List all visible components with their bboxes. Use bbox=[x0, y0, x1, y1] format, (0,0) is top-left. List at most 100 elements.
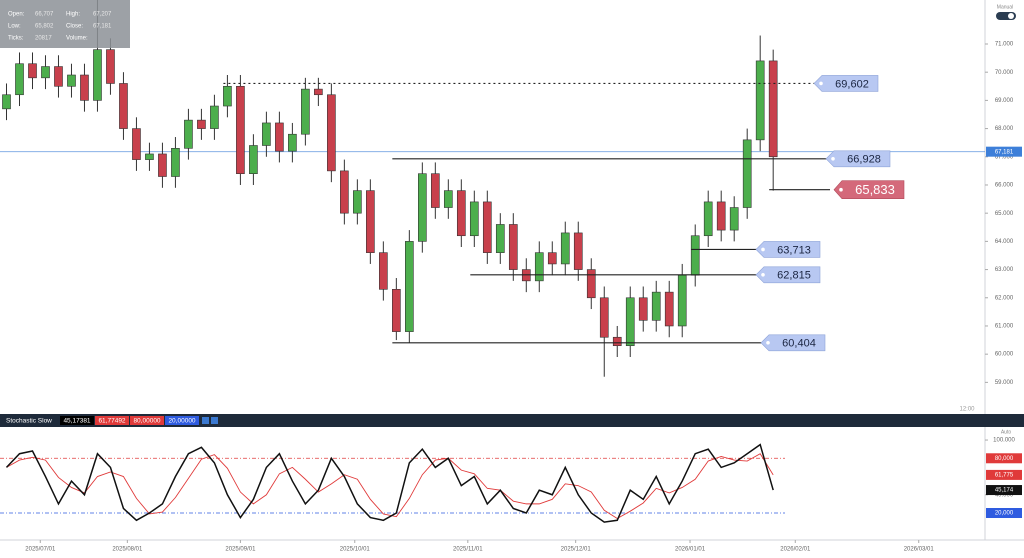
candle-body bbox=[612, 336, 622, 347]
level-tag-dot bbox=[819, 81, 823, 86]
level-label: 65,833 bbox=[855, 182, 895, 197]
x-tick-label: 2025/07/01 bbox=[25, 547, 56, 553]
overlays: 69,602 66,928 65,833 63,713 62,815 60,404 67,1… bbox=[0, 0, 1022, 413]
info-label: Low: bbox=[8, 24, 21, 30]
candle-body bbox=[456, 190, 466, 237]
y-tick-label: 65.000 bbox=[995, 211, 1014, 217]
candle-body bbox=[340, 170, 349, 214]
info-value: 67,181 bbox=[93, 24, 112, 30]
candle-body bbox=[482, 201, 492, 253]
indicator-title: Stochastic Slow bbox=[6, 418, 52, 425]
candle-body bbox=[547, 252, 557, 265]
x-tick-label: 2025/10/01 bbox=[340, 547, 371, 553]
candle-body bbox=[638, 297, 648, 321]
candle-body bbox=[573, 232, 583, 270]
x-tick-label: 2026/02/01 bbox=[780, 547, 811, 553]
indicator-line bbox=[5, 443, 774, 523]
level-label: 66,928 bbox=[847, 154, 881, 166]
indicator-tick-label: 40.000 bbox=[995, 492, 1014, 498]
candle-body bbox=[651, 291, 661, 321]
indicator-tick-label: 100.000 bbox=[993, 438, 1015, 444]
candle-body bbox=[716, 201, 726, 231]
x-tick-label: 2025/09/01 bbox=[225, 547, 256, 553]
candle-body bbox=[729, 207, 739, 231]
indicator-last-box bbox=[986, 485, 1022, 496]
candle-body bbox=[418, 173, 427, 242]
candle-body bbox=[223, 85, 232, 107]
candle-body bbox=[171, 148, 180, 177]
candle-body bbox=[703, 201, 713, 237]
candle-body bbox=[677, 274, 687, 327]
candle-body bbox=[119, 83, 128, 129]
mode-label: Manual bbox=[997, 4, 1013, 10]
level-tag-dot bbox=[761, 272, 765, 277]
level-tag bbox=[755, 266, 821, 284]
info-value: 65,802 bbox=[35, 24, 54, 30]
indicator-level-label: 20,000 bbox=[995, 511, 1014, 517]
y-tick-label: 69.000 bbox=[995, 98, 1014, 104]
info-value: 20817 bbox=[35, 36, 52, 42]
candle-body bbox=[495, 224, 505, 253]
x-tick-label: 2025/11/01 bbox=[453, 547, 483, 553]
candle-body bbox=[560, 232, 570, 265]
toggle-knob bbox=[1008, 13, 1014, 19]
y-tick-label: 59.000 bbox=[995, 380, 1014, 386]
candle-body bbox=[106, 49, 115, 84]
candle-body bbox=[443, 190, 453, 208]
readout-label: 45,17381 bbox=[63, 418, 90, 425]
candle-body bbox=[67, 74, 76, 87]
candle-body bbox=[366, 190, 375, 253]
indicator-line bbox=[6, 453, 774, 520]
level-tag bbox=[833, 180, 905, 199]
readout-label: 20,00000 bbox=[168, 418, 195, 425]
info-label: Close: bbox=[66, 24, 83, 30]
candle-body bbox=[15, 63, 24, 96]
candle-body bbox=[80, 74, 89, 101]
candle-body bbox=[288, 133, 297, 152]
x-tick-label: 2025/08/01 bbox=[112, 547, 143, 553]
level-tag bbox=[825, 150, 891, 168]
info-value: 67,207 bbox=[93, 12, 112, 18]
candle-body bbox=[392, 289, 401, 332]
candle-body bbox=[93, 49, 102, 101]
indicator-level-box bbox=[986, 508, 1022, 519]
candle-body bbox=[625, 297, 635, 347]
candle-body bbox=[586, 269, 596, 299]
y-tick-label: 70.000 bbox=[995, 70, 1014, 76]
candle-body bbox=[534, 252, 544, 282]
x-tick-label: 2026/01/01 bbox=[675, 547, 706, 553]
current-price-label: 67,181 bbox=[995, 149, 1014, 155]
candle-body bbox=[249, 145, 258, 175]
close-icon[interactable] bbox=[211, 417, 218, 424]
readout-box bbox=[130, 416, 164, 425]
info-label: Ticks: bbox=[8, 36, 24, 42]
indicator-mode: Auto bbox=[1001, 429, 1012, 435]
info-box bbox=[0, 0, 130, 48]
readout-box bbox=[165, 416, 199, 425]
level-label: 62,815 bbox=[777, 270, 811, 282]
level-label: 69,602 bbox=[835, 78, 869, 90]
settings-icon[interactable] bbox=[202, 417, 209, 424]
candle-body bbox=[54, 66, 63, 87]
candle-body bbox=[664, 291, 674, 327]
candle-body bbox=[314, 88, 323, 96]
y-tick-label: 67.000 bbox=[995, 154, 1014, 160]
candle-body bbox=[508, 224, 518, 270]
y-tick-label: 63.000 bbox=[995, 267, 1014, 273]
level-tag bbox=[760, 334, 826, 352]
readout-label: 61,77492 bbox=[98, 418, 125, 425]
candle-body bbox=[430, 173, 440, 208]
y-tick-label: 61.000 bbox=[995, 324, 1014, 330]
candle-body bbox=[755, 60, 765, 141]
indicator-last-box bbox=[986, 469, 1022, 480]
level-tag-dot bbox=[831, 157, 835, 161]
candle-body bbox=[184, 119, 193, 149]
x-tick-label: 2026/03/01 bbox=[904, 547, 935, 553]
level-tag-dot bbox=[761, 247, 765, 252]
indicator-last-label: 45,174 bbox=[995, 488, 1014, 494]
info-value: 66,707 bbox=[35, 12, 54, 18]
candle-body bbox=[405, 241, 414, 332]
indicator-level-label: 80,000 bbox=[995, 456, 1014, 462]
